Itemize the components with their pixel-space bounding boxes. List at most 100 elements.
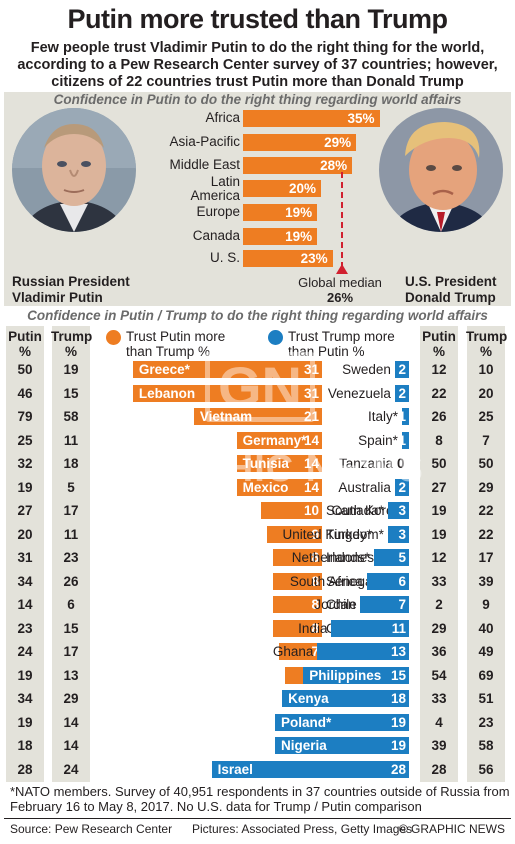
trump-pct: 18	[63, 456, 79, 471]
trump-pct: 14	[63, 714, 79, 730]
region-bar: 20%	[243, 180, 321, 197]
trump-lead-value: 19	[390, 714, 406, 730]
trump-pct: 22	[478, 503, 494, 518]
putin-lead-value: 9	[311, 526, 319, 542]
region-bar: 29%	[243, 134, 357, 151]
trump-column-right-bg	[467, 326, 505, 782]
table-row: 20 11 9 Turkey* 3 United Kingdom* 19 22	[0, 523, 515, 546]
trump-portrait	[379, 108, 503, 232]
trump-lead-bar: 15 Philippines	[303, 666, 409, 684]
trump-lead-bar: 3	[387, 502, 409, 519]
trump-lead-bar: 13	[317, 643, 409, 660]
putin-pct: 28	[17, 761, 33, 777]
trump-pct: 58	[478, 738, 494, 753]
comparison-chart-title: Confidence in Putin / Trump to do the ri…	[27, 308, 488, 323]
trump-pct: 29	[478, 479, 494, 495]
region-value: 29%	[324, 135, 352, 150]
table-row: 32 18 14 Tunisia 0 Tanzania 50 50	[0, 452, 515, 475]
table-row: 31 23 8 Indonesia 5 Netherlands* 12 17	[0, 546, 515, 569]
table-row: 19145Brazil19Poland*423	[0, 711, 515, 734]
putin-pct: 18	[17, 738, 33, 753]
putin-pct: 31	[17, 550, 33, 565]
global-median-text: Global median	[298, 275, 382, 290]
putin-lead-bar: 10	[261, 502, 322, 519]
trump-lead-value: 0	[397, 456, 405, 471]
putin-lead-value: 10	[303, 503, 319, 518]
region-label: Africa	[205, 110, 240, 125]
trump-country-name: Nigeria	[281, 738, 327, 753]
trump-pct: 17	[478, 550, 494, 565]
trump-lead-bar: 6	[366, 572, 409, 590]
publisher-credit: © GRAPHIC NEWS	[398, 822, 505, 836]
trump-pct: 25	[478, 409, 494, 424]
trump-pct: 15	[63, 385, 79, 401]
footer-divider	[4, 818, 511, 819]
trump-caption: U.S. President Donald Trump	[405, 274, 497, 306]
putin-column-right-bg	[420, 326, 458, 782]
putin-lead-bar: 8	[273, 549, 322, 566]
putin-legend-dot	[106, 330, 121, 345]
putin-lead-value: 14	[303, 479, 319, 495]
putin-pct: 24	[17, 644, 33, 659]
putin-pct: 33	[431, 573, 447, 589]
trump-pct: 40	[478, 620, 494, 636]
putin-lead-value: 8	[311, 550, 319, 565]
putin-pct: 12	[431, 550, 447, 565]
trump-pct: 15	[63, 620, 79, 636]
trump-pct: 50	[478, 456, 494, 471]
trump-pct: 24	[63, 761, 79, 777]
region-label: Middle East	[169, 157, 240, 172]
putin-pct: 32	[17, 456, 33, 471]
putin-pct: 19	[431, 503, 447, 518]
putin-header-unit: %	[18, 344, 31, 359]
trump-country-name: Italy*	[367, 409, 398, 424]
trump-lead-value: 28	[390, 761, 406, 777]
putin-portrait	[12, 108, 136, 232]
region-bar: 19%	[243, 228, 318, 245]
trump-lead-value: 3	[398, 503, 406, 518]
region-label: U. S.	[209, 250, 240, 265]
putin-column-header: Putin %	[5, 329, 45, 359]
putin-header-label: Putin	[8, 329, 42, 344]
trump-column-left-bg	[52, 326, 90, 782]
trump-lead-bar: 1	[398, 408, 409, 425]
trump-pct: 26	[63, 573, 79, 589]
trump-pct: 22	[478, 526, 494, 542]
trump-country-name: Ghana	[272, 644, 314, 659]
trump-pct: 39	[478, 573, 494, 589]
global-median-line	[341, 172, 343, 268]
region-bar: 28%	[243, 157, 353, 174]
putin-country-name: Greece*	[138, 362, 190, 377]
trump-lead-value: 7	[398, 597, 406, 612]
table-row: 27 17 10 South Korea 3 Canada* 19 22	[0, 499, 515, 522]
putin-country-name: Vietnam	[199, 409, 253, 424]
putin-pct: 20	[17, 526, 33, 542]
table-row: 23158Colombia11India2940	[0, 617, 515, 640]
table-row: 46 15 31 Lebanon 2 Venezuela 22 20	[0, 382, 515, 405]
putin-pct: 2	[435, 597, 443, 612]
putin-country-name: Tunisia	[242, 456, 289, 471]
trump-lead-value: 2	[398, 362, 406, 377]
trump-pct: 49	[478, 644, 494, 659]
trump-pct: 11	[63, 526, 79, 542]
trump-pct: 23	[63, 550, 79, 565]
trump-country-name: Spain*	[358, 432, 398, 448]
trump-country-name: Australia	[338, 479, 391, 495]
trump-lead-bar: 1	[398, 431, 409, 449]
putin-lead-bar: 31 Greece*	[132, 361, 322, 378]
trump-lead-bar: 5	[373, 549, 409, 566]
putin-pct: 19	[17, 714, 33, 730]
trump-lead-value: 19	[390, 738, 406, 753]
source-credit: Source: Pew Research Center	[10, 822, 173, 836]
putin-legend: Trust Putin more than Trump %	[126, 329, 225, 359]
trump-header-label: Trump	[466, 329, 508, 344]
putin-legend-line: Trust Putin more	[126, 329, 226, 344]
putin-lead-value: 8	[311, 597, 319, 612]
trump-pct: 58	[63, 409, 79, 424]
putin-lead-bar: 8	[273, 572, 322, 590]
putin-lead-bar: 14 Germany*	[236, 431, 322, 449]
trump-country-name: Philippines	[309, 667, 382, 683]
trump-country-name: Israel	[217, 761, 253, 777]
trump-lead-bar: 7	[359, 596, 409, 613]
putin-pct: 28	[431, 761, 447, 777]
